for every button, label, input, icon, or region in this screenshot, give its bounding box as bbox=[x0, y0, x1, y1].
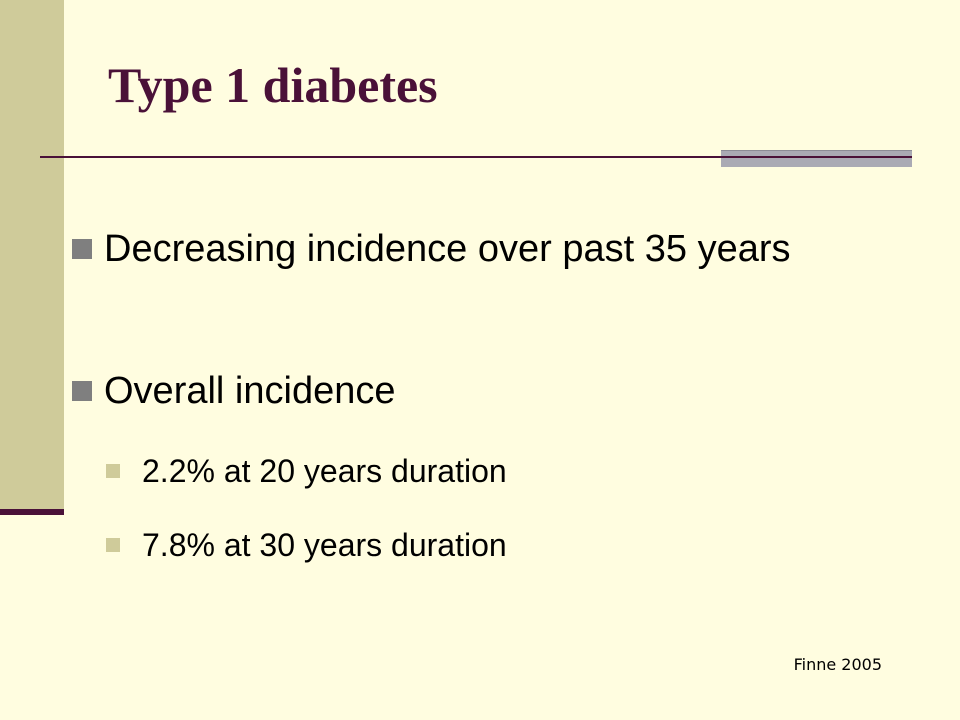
sub-bullet-text: 7.8% at 30 years duration bbox=[142, 527, 507, 563]
square-sub-bullet-icon bbox=[106, 538, 120, 552]
slide-title: Type 1 diabetes bbox=[108, 57, 438, 113]
square-bullet-icon bbox=[72, 239, 92, 259]
bullet-text: Decreasing incidence over past 35 years bbox=[104, 228, 791, 270]
bullet-item: Decreasing incidence over past 35 years bbox=[72, 224, 872, 274]
square-sub-bullet-icon bbox=[106, 464, 120, 478]
square-bullet-icon bbox=[72, 381, 92, 401]
sub-bullet-item: 2.2% at 20 years duration bbox=[106, 451, 866, 491]
title-divider-line bbox=[40, 156, 912, 158]
left-decorative-bar bbox=[0, 0, 64, 511]
citation-text: Finne 2005 bbox=[793, 655, 882, 674]
bullet-item: Overall incidence bbox=[72, 366, 872, 416]
title-divider-accent bbox=[721, 150, 912, 167]
left-bar-accent-line bbox=[0, 509, 64, 515]
sub-bullet-item: 7.8% at 30 years duration bbox=[106, 525, 866, 565]
sub-bullet-text: 2.2% at 20 years duration bbox=[142, 453, 507, 489]
bullet-text: Overall incidence bbox=[104, 370, 396, 412]
